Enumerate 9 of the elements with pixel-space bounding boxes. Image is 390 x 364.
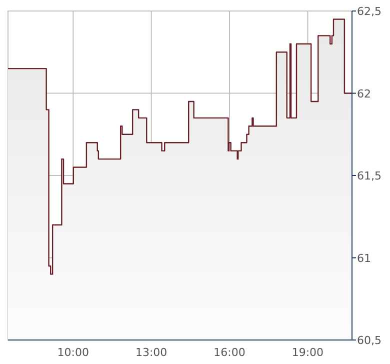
y-tick-label: 62 (357, 87, 371, 100)
x-tick-label: 16:00 (214, 346, 246, 359)
x-tick-label: 10:00 (57, 346, 90, 359)
y-tick-label: 60,5 (357, 334, 382, 347)
y-tick-label: 61,5 (357, 170, 382, 182)
y-tick-label: 62,5 (357, 5, 382, 18)
y-tick-label: 61 (357, 252, 371, 265)
x-tick-label: 13:00 (135, 346, 168, 359)
x-tick-label: 19:00 (292, 346, 324, 359)
